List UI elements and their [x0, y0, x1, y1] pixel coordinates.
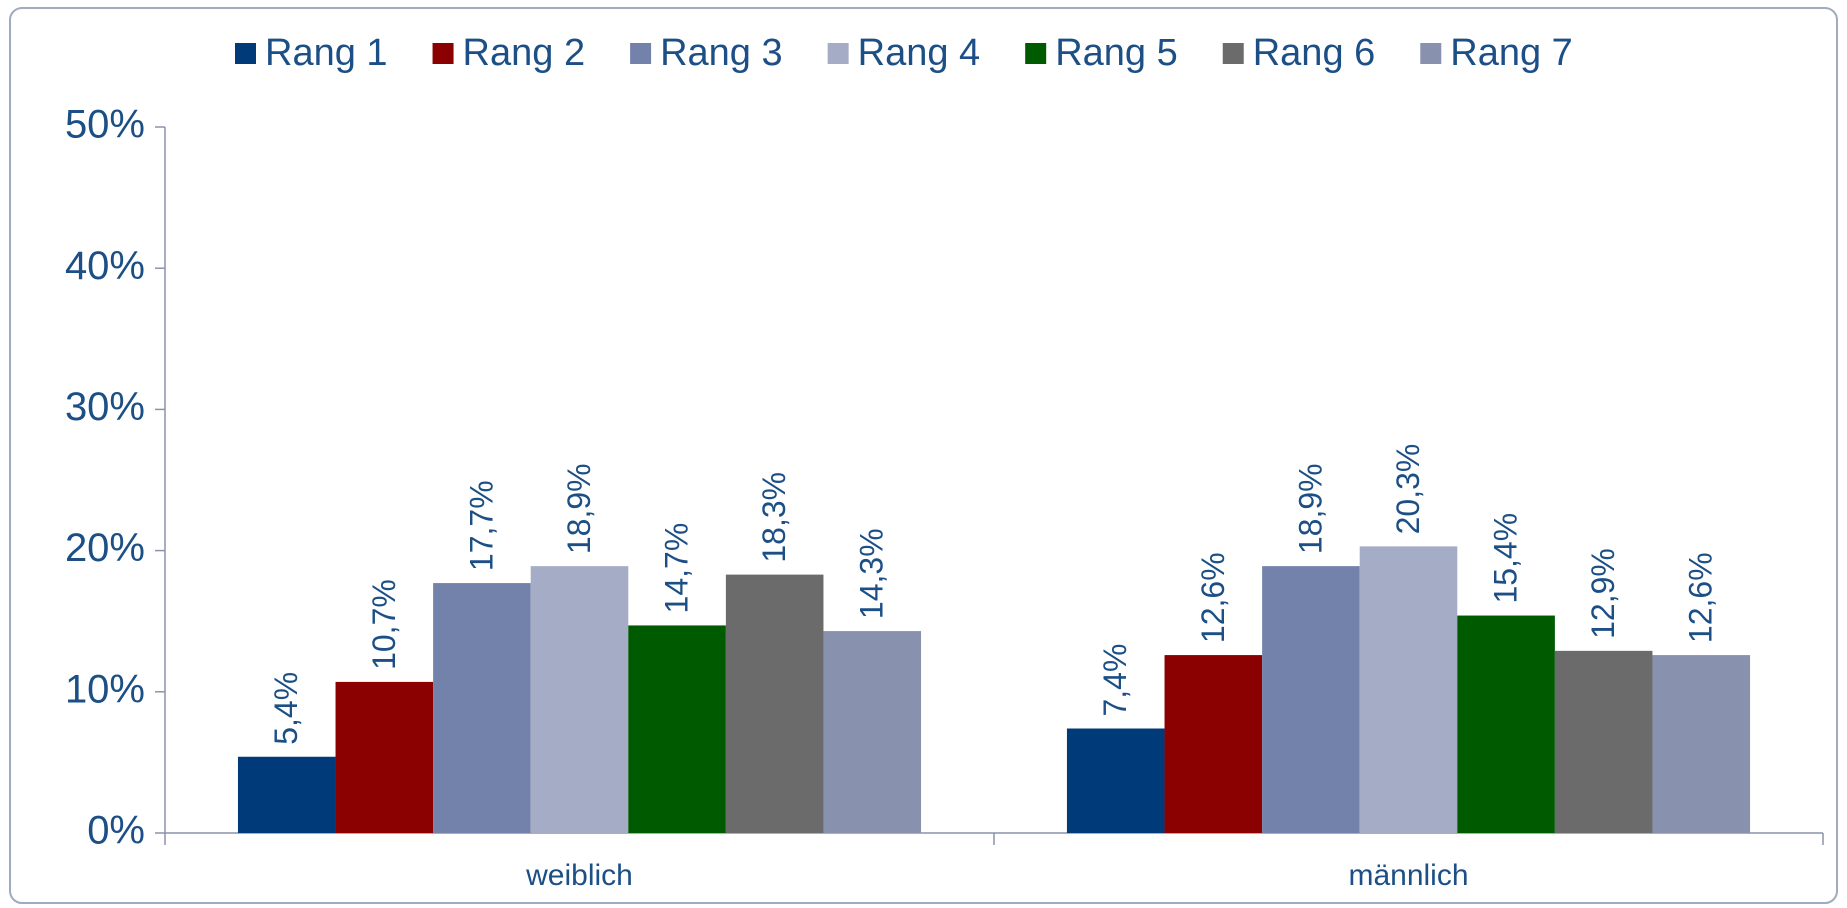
legend-label: Rang 2 — [463, 32, 586, 74]
bar — [1359, 546, 1458, 833]
y-tick-label: 20% — [65, 526, 145, 570]
legend-label: Rang 5 — [1055, 32, 1178, 74]
legend-swatch — [432, 43, 454, 64]
y-tick-label: 50% — [65, 103, 145, 147]
legend-swatch — [1420, 43, 1442, 64]
bar — [237, 756, 336, 833]
legend-label: Rang 6 — [1253, 32, 1376, 74]
value-label: 14,7% — [659, 523, 695, 614]
x-tick-label: männlich — [1348, 859, 1468, 892]
value-label: 20,3% — [1390, 444, 1426, 535]
legend-label: Rang 4 — [858, 32, 981, 74]
bar — [433, 583, 531, 833]
legend-swatch — [1025, 43, 1047, 64]
value-label: 14,3% — [854, 528, 890, 619]
y-tick-label: 30% — [65, 385, 145, 429]
value-label: 17,7% — [463, 480, 499, 571]
legend-label: Rang 1 — [265, 32, 388, 74]
bar — [530, 566, 629, 833]
legend-swatch — [235, 43, 256, 64]
bar — [1164, 655, 1263, 833]
bar — [335, 681, 434, 833]
value-label: 15,4% — [1488, 513, 1524, 604]
value-label: 12,6% — [1195, 552, 1231, 643]
x-tick-label: weiblich — [525, 859, 633, 892]
bar — [725, 574, 824, 833]
legend-label: Rang 7 — [1450, 32, 1573, 74]
value-label: 18,9% — [1292, 463, 1328, 554]
legend-swatch — [827, 43, 849, 64]
value-label: 5,4% — [268, 672, 304, 745]
y-tick-label: 10% — [65, 667, 145, 711]
legend-swatch — [1222, 43, 1244, 64]
value-label: 12,6% — [1683, 552, 1719, 643]
bar — [1066, 728, 1165, 833]
y-tick-label: 0% — [87, 809, 145, 853]
bar — [628, 625, 726, 833]
bar — [823, 631, 922, 833]
legend-swatch — [630, 43, 652, 64]
bar — [1457, 615, 1555, 833]
value-label: 12,9% — [1585, 548, 1621, 639]
y-tick-label: 40% — [65, 244, 145, 288]
value-label: 18,9% — [561, 463, 597, 554]
value-label: 18,3% — [756, 472, 792, 563]
legend-label: Rang 3 — [660, 32, 783, 74]
bar — [1652, 655, 1751, 833]
bar — [1262, 566, 1360, 833]
value-label: 10,7% — [366, 579, 402, 670]
value-label: 7,4% — [1097, 644, 1133, 717]
chart-border — [9, 7, 1838, 904]
bar — [1554, 650, 1653, 833]
